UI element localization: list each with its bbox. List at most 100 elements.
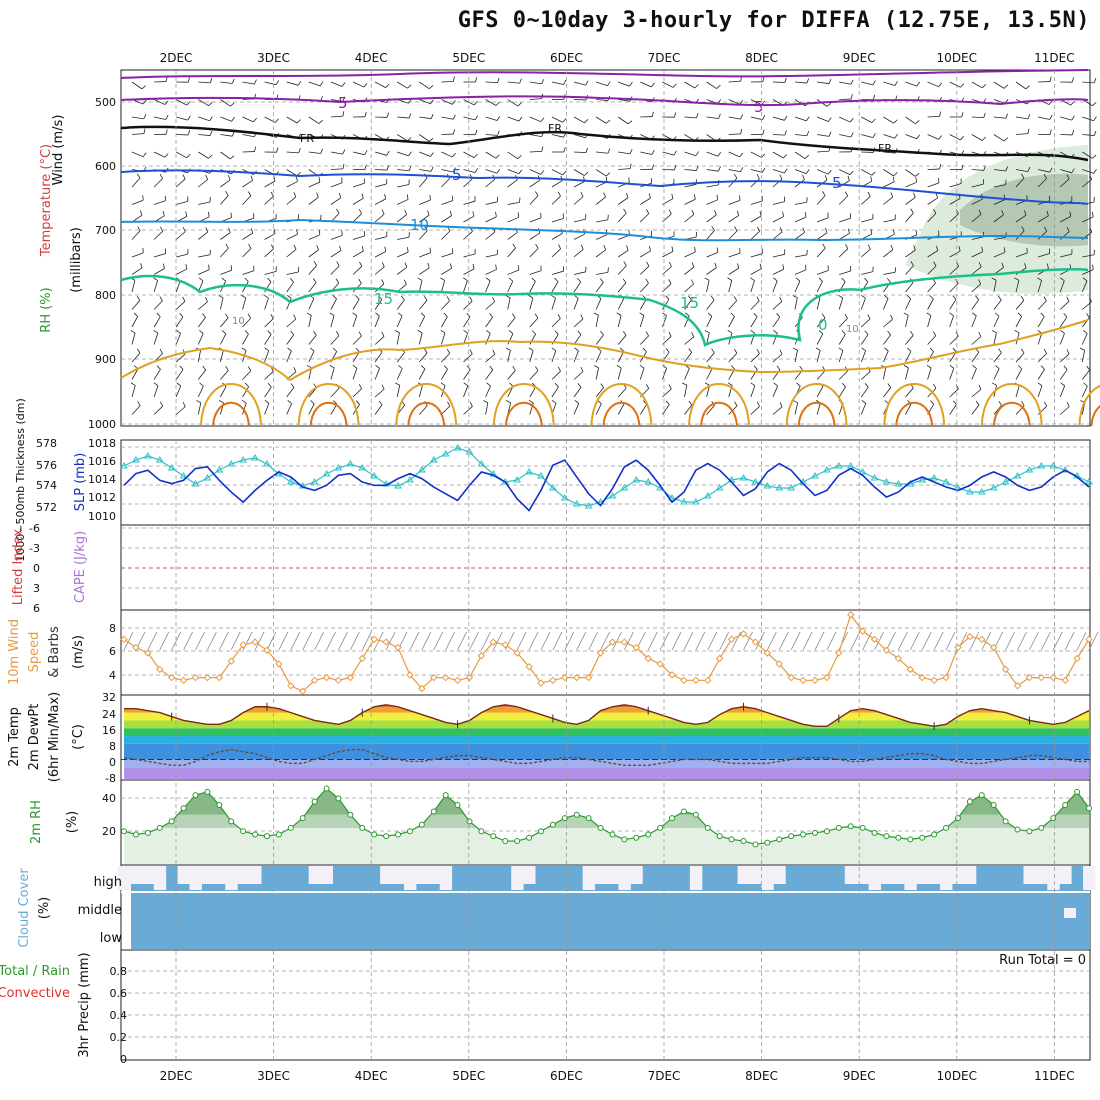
wind-barb xyxy=(993,116,1006,119)
wind-barb-flag xyxy=(694,84,699,89)
wind-barb-flag xyxy=(1066,401,1070,407)
rh2m-point xyxy=(669,815,676,822)
wind10m-point xyxy=(882,646,891,654)
thickness-point xyxy=(179,472,188,479)
wind-barb xyxy=(794,231,805,240)
wind-barb-flag xyxy=(1082,277,1088,282)
wind-barb xyxy=(883,196,893,205)
slp-tick-1018: 1018 xyxy=(88,437,116,450)
wind-barb xyxy=(529,217,542,223)
wind-barb-flag xyxy=(267,277,272,283)
wind-barb-flag xyxy=(762,76,765,82)
wind-barb-flag xyxy=(534,313,539,319)
wind-barb xyxy=(971,169,984,171)
wind-barb-flag xyxy=(153,382,159,386)
wind-barb xyxy=(131,316,138,328)
cloud-high-clear xyxy=(392,866,405,884)
thickness-point xyxy=(513,476,522,483)
wind-barb-flag xyxy=(312,278,317,283)
rh2m-point xyxy=(633,834,640,841)
wind10m-barb xyxy=(469,631,479,651)
wind-barb-flag xyxy=(799,365,803,371)
wind-barb-flag xyxy=(199,330,204,334)
wind-barb xyxy=(949,213,959,223)
wind-barb-flag xyxy=(949,364,955,369)
wind-barb-flag xyxy=(668,261,672,267)
wind-barb-flag xyxy=(915,177,917,183)
wind-barb-flag xyxy=(130,330,136,334)
wind-barb xyxy=(153,300,163,310)
wind-barb xyxy=(153,280,158,293)
wind-barb-flag xyxy=(929,295,934,300)
rh2m-point xyxy=(776,836,783,843)
rh2m-point xyxy=(478,828,485,835)
wind-barb-flag xyxy=(137,173,141,179)
wind-barb-flag xyxy=(997,295,1002,301)
contour-freezing xyxy=(120,125,1089,162)
wind-barb-flag xyxy=(535,366,539,371)
wind-barb-flag xyxy=(978,209,982,215)
wind-barb xyxy=(816,333,824,345)
thickness-point xyxy=(894,480,903,487)
wind-barb-flag xyxy=(247,366,252,372)
wind-barb xyxy=(397,151,409,157)
wind10m-point xyxy=(918,673,926,682)
orange-contour-inner xyxy=(992,401,1031,427)
wind10m-point xyxy=(835,649,843,657)
wind-barb-flag xyxy=(599,278,604,283)
wind-barb-flag xyxy=(695,151,700,156)
label-wind10m-1: 10m Wind xyxy=(7,619,22,685)
wind-barb xyxy=(883,271,896,275)
wind-barb xyxy=(507,116,520,122)
wind-barb-flag xyxy=(495,154,500,159)
wind-barb xyxy=(927,81,939,88)
cloud-high-clear xyxy=(201,866,214,884)
wind-barb-flag xyxy=(187,130,191,136)
wind-barb xyxy=(1015,81,1027,90)
rh2m-point xyxy=(228,818,235,825)
wind-barb xyxy=(993,352,1002,363)
cloud-high-clear xyxy=(880,866,893,884)
li-tick-m6: -6 xyxy=(29,522,40,535)
wind-barb xyxy=(883,298,889,310)
wind-barb xyxy=(220,333,227,345)
wind-barb-flag xyxy=(648,245,651,251)
wind-barb xyxy=(971,236,984,240)
wind-barb xyxy=(573,81,586,86)
rh-tick-20: 20 xyxy=(102,825,116,838)
wind-barb xyxy=(618,234,630,240)
wind-barb-flag xyxy=(424,348,428,354)
wind-barb xyxy=(1081,350,1085,363)
wind-barb-flag xyxy=(711,348,715,354)
wind-barb-flag xyxy=(512,365,516,371)
wind-barb-flag xyxy=(605,172,611,177)
wind-barb xyxy=(728,169,741,173)
wind-barb-flag xyxy=(162,263,165,269)
wind-barb xyxy=(772,151,784,159)
wind-barb-flag xyxy=(156,312,161,317)
wind-barb xyxy=(374,266,385,275)
wind-barb-flag xyxy=(981,246,983,252)
wind-barb xyxy=(883,318,893,328)
wind-barb-flag xyxy=(584,118,589,124)
wind-barb-flag xyxy=(1048,100,1053,105)
wind-barb xyxy=(441,300,450,310)
wind-barb-flag xyxy=(275,80,280,85)
thickness-point xyxy=(691,498,700,505)
wind-barb xyxy=(706,252,718,258)
wind10m-point xyxy=(489,638,498,646)
wind-barb-flag xyxy=(682,382,687,386)
wind-barb xyxy=(640,151,653,155)
wind-barb xyxy=(131,252,144,258)
wind-barb-flag xyxy=(1024,263,1027,269)
rh2m-point xyxy=(132,831,139,838)
wind-barb-flag xyxy=(1043,226,1048,232)
wind10m-barb xyxy=(1005,631,1015,651)
wind-barb-flag xyxy=(1005,113,1009,119)
wind10m-point xyxy=(1037,673,1046,682)
rh2m-point xyxy=(502,838,509,845)
wind-barb-flag xyxy=(893,119,898,124)
wind-barb-flag xyxy=(1021,226,1025,231)
thick-tick-572: 572 xyxy=(36,501,57,514)
thickness-point xyxy=(203,474,212,481)
